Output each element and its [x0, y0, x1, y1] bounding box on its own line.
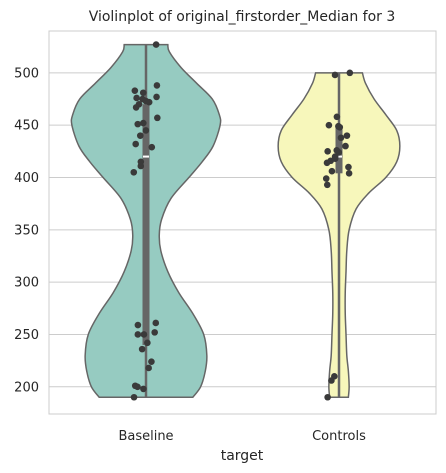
violin-baseline — [70, 41, 222, 401]
data-point-controls-6 — [343, 132, 351, 139]
data-point-baseline-17 — [148, 143, 156, 151]
data-point-baseline-1 — [153, 82, 161, 89]
data-point-baseline-11 — [154, 114, 161, 122]
y-tick-label-350: 350 — [14, 223, 39, 238]
data-point-baseline-19 — [137, 162, 145, 170]
chart-title: Violinplot of original_firstorder_Median… — [89, 9, 396, 25]
data-point-baseline-8 — [145, 98, 153, 106]
median-marker-baseline — [143, 155, 149, 158]
data-point-baseline-26 — [144, 339, 151, 347]
iqr-box-baseline — [142, 104, 150, 345]
data-point-controls-23 — [324, 393, 331, 401]
violins-layer — [70, 41, 401, 401]
data-point-controls-19 — [322, 175, 330, 182]
data-point-baseline-31 — [134, 383, 141, 391]
data-point-baseline-32 — [140, 385, 147, 393]
data-point-baseline-21 — [152, 319, 160, 327]
data-point-controls-1 — [331, 71, 339, 79]
x-tick-label-controls: Controls — [312, 429, 366, 444]
data-point-baseline-12 — [139, 119, 147, 127]
data-point-baseline-15 — [136, 132, 144, 139]
data-point-baseline-14 — [142, 127, 150, 134]
violin-controls — [277, 69, 401, 401]
data-point-baseline-27 — [138, 345, 146, 353]
y-tick-label-500: 500 — [14, 66, 39, 81]
data-point-baseline-10 — [132, 104, 140, 111]
data-point-baseline-25 — [134, 331, 142, 338]
data-point-controls-15 — [323, 159, 331, 167]
data-point-baseline-0 — [152, 41, 160, 48]
data-point-controls-0 — [346, 69, 354, 77]
y-tick-label-200: 200 — [14, 380, 39, 395]
data-point-controls-8 — [342, 142, 349, 150]
data-point-baseline-22 — [134, 321, 142, 329]
x-tick-label-baseline: Baseline — [118, 429, 173, 444]
data-point-controls-22 — [328, 377, 335, 384]
data-point-baseline-24 — [140, 331, 148, 338]
y-tick-labels: 200 250 300 350 400 450 500 — [14, 66, 39, 395]
data-point-baseline-20 — [130, 168, 138, 176]
y-tick-label-300: 300 — [14, 276, 39, 291]
median-marker-controls — [336, 155, 342, 158]
data-point-controls-7 — [337, 134, 345, 142]
data-point-controls-20 — [323, 181, 331, 189]
y-tick-label-450: 450 — [14, 119, 39, 134]
x-axis-label: target — [221, 448, 264, 464]
data-point-baseline-33 — [130, 393, 138, 401]
y-tick-label-250: 250 — [14, 328, 39, 343]
data-point-controls-5 — [336, 123, 344, 131]
data-point-baseline-28 — [148, 358, 155, 365]
data-point-controls-18 — [345, 170, 353, 177]
data-point-controls-17 — [328, 167, 336, 175]
data-point-baseline-3 — [139, 89, 147, 97]
x-tick-labels: Baseline Controls — [118, 429, 366, 444]
data-point-baseline-2 — [131, 87, 139, 94]
data-point-baseline-16 — [132, 140, 139, 148]
data-point-baseline-23 — [151, 329, 158, 336]
data-point-baseline-5 — [133, 94, 140, 102]
data-point-baseline-29 — [145, 364, 152, 372]
data-point-baseline-4 — [153, 93, 160, 101]
data-point-baseline-13 — [134, 120, 142, 128]
y-tick-label-400: 400 — [14, 171, 39, 186]
data-point-controls-3 — [325, 121, 333, 129]
data-point-controls-10 — [324, 148, 331, 155]
data-point-controls-16 — [345, 163, 352, 171]
data-point-controls-2 — [333, 113, 341, 121]
